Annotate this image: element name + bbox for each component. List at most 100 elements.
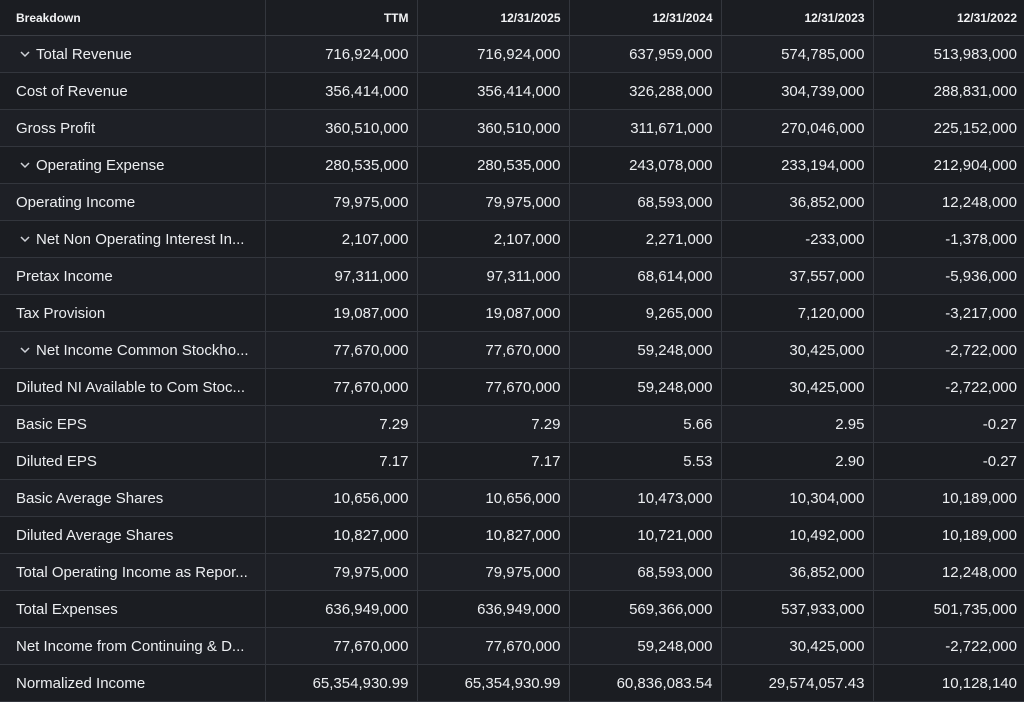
- value-cell: 288,831,000: [873, 72, 1024, 110]
- table-row: Basic Average Shares 10,656,000 10,656,000…: [0, 479, 1024, 517]
- row-label-cell: Tax Provision: [0, 294, 266, 332]
- value-cell: 2,107,000: [417, 220, 570, 258]
- value-cell: 9,265,000: [569, 294, 722, 332]
- value-cell: 12,248,000: [873, 183, 1024, 221]
- table-row: Total Operating Income as Repor... 79,975…: [0, 553, 1024, 591]
- chevron-down-icon[interactable]: [20, 234, 32, 246]
- value-cell: 68,593,000: [569, 183, 722, 221]
- value-cell: 79,975,000: [417, 553, 570, 591]
- value-cell: 233,194,000: [721, 146, 874, 184]
- chevron-down-icon[interactable]: [20, 345, 32, 357]
- value-cell: 7.17: [417, 442, 570, 480]
- value-cell: 79,975,000: [417, 183, 570, 221]
- row-label-cell: Diluted Average Shares: [0, 516, 266, 554]
- value-cell: 10,827,000: [417, 516, 570, 554]
- value-cell: 243,078,000: [569, 146, 722, 184]
- value-cell: 30,425,000: [721, 331, 874, 369]
- value-cell: 77,670,000: [417, 331, 570, 369]
- table-row[interactable]: Total Revenue 716,924,000 716,924,000 637,9…: [0, 35, 1024, 73]
- row-label: Diluted NI Available to Com Stoc...: [16, 378, 245, 396]
- row-label: Cost of Revenue: [16, 82, 128, 100]
- value-cell: 513,983,000: [873, 35, 1024, 73]
- table-row[interactable]: Operating Expense 280,535,000 280,535,000 2…: [0, 146, 1024, 184]
- value-cell: 59,248,000: [569, 331, 722, 369]
- value-cell: 36,852,000: [721, 183, 874, 221]
- value-cell: 97,311,000: [265, 257, 418, 295]
- value-cell: -2,722,000: [873, 627, 1024, 665]
- row-label-cell: Operating Income: [0, 183, 266, 221]
- row-label: Net Income Common Stockho...: [36, 341, 249, 359]
- row-label: Gross Profit: [16, 119, 96, 137]
- row-label: Operating Income: [16, 193, 136, 211]
- header-row: Breakdown TTM 12/31/2025 12/31/2024 12/3…: [0, 0, 1024, 36]
- row-label: Tax Provision: [16, 304, 106, 322]
- table-row: Diluted EPS 7.17 7.17 5.53 2.90 -0.27: [0, 442, 1024, 480]
- row-label: Operating Expense: [36, 156, 165, 174]
- value-cell: 7,120,000: [721, 294, 874, 332]
- row-label-cell[interactable]: Net Non Operating Interest In...: [0, 220, 266, 258]
- value-cell: 36,852,000: [721, 553, 874, 591]
- value-cell: 12,248,000: [873, 553, 1024, 591]
- value-cell: 280,535,000: [265, 146, 418, 184]
- value-cell: 77,670,000: [265, 331, 418, 369]
- table-row: Basic EPS 7.29 7.29 5.66 2.95 -0.27: [0, 405, 1024, 443]
- table-body: Total Revenue 716,924,000 716,924,000 637,9…: [0, 35, 1024, 702]
- table-row: Tax Provision 19,087,000 19,087,000 9,265,0…: [0, 294, 1024, 332]
- value-cell: 77,670,000: [417, 627, 570, 665]
- row-label: Net Income from Continuing & D...: [16, 637, 245, 655]
- row-label-cell: Net Income from Continuing & D...: [0, 627, 266, 665]
- value-cell: 77,670,000: [265, 368, 418, 406]
- table-row[interactable]: Net Income Common Stockho... 77,670,000 77…: [0, 331, 1024, 369]
- value-cell: 311,671,000: [569, 109, 722, 147]
- row-label-cell[interactable]: Net Income Common Stockho...: [0, 331, 266, 369]
- value-cell: 79,975,000: [265, 183, 418, 221]
- value-cell: 30,425,000: [721, 627, 874, 665]
- value-cell: 10,721,000: [569, 516, 722, 554]
- value-cell: 360,510,000: [417, 109, 570, 147]
- value-cell: 19,087,000: [265, 294, 418, 332]
- table-row[interactable]: Net Non Operating Interest In... 2,107,00…: [0, 220, 1024, 258]
- row-label-cell: Cost of Revenue: [0, 72, 266, 110]
- value-cell: 636,949,000: [417, 590, 570, 628]
- value-cell: 7.29: [417, 405, 570, 443]
- row-label: Diluted EPS: [16, 452, 97, 470]
- table-row: Pretax Income 97,311,000 97,311,000 68,614,…: [0, 257, 1024, 295]
- value-cell: 716,924,000: [265, 35, 418, 73]
- value-cell: 5.53: [569, 442, 722, 480]
- value-cell: 356,414,000: [417, 72, 570, 110]
- value-cell: 77,670,000: [417, 368, 570, 406]
- column-header-2023: 12/31/2023: [721, 0, 874, 36]
- row-label-cell: Total Expenses: [0, 590, 266, 628]
- value-cell: 10,656,000: [265, 479, 418, 517]
- table-row: Gross Profit 360,510,000 360,510,000 311,67…: [0, 109, 1024, 147]
- value-cell: -3,217,000: [873, 294, 1024, 332]
- row-label-cell: Gross Profit: [0, 109, 266, 147]
- value-cell: 68,614,000: [569, 257, 722, 295]
- value-cell: 2,107,000: [265, 220, 418, 258]
- value-cell: 2,271,000: [569, 220, 722, 258]
- value-cell: 19,087,000: [417, 294, 570, 332]
- table-row: Operating Income 79,975,000 79,975,000 68,5…: [0, 183, 1024, 221]
- value-cell: 356,414,000: [265, 72, 418, 110]
- value-cell: 537,933,000: [721, 590, 874, 628]
- chevron-down-icon[interactable]: [20, 49, 32, 61]
- value-cell: 636,949,000: [265, 590, 418, 628]
- chevron-down-icon[interactable]: [20, 160, 32, 172]
- row-label-cell: Diluted EPS: [0, 442, 266, 480]
- row-label-cell[interactable]: Total Revenue: [0, 35, 266, 73]
- value-cell: -1,378,000: [873, 220, 1024, 258]
- table-row: Diluted Average Shares 10,827,000 10,827,0…: [0, 516, 1024, 554]
- row-label-cell[interactable]: Operating Expense: [0, 146, 266, 184]
- value-cell: 569,366,000: [569, 590, 722, 628]
- table-row: Net Income from Continuing & D... 77,670,…: [0, 627, 1024, 665]
- value-cell: 37,557,000: [721, 257, 874, 295]
- row-label: Total Revenue: [36, 45, 132, 63]
- value-cell: 10,189,000: [873, 479, 1024, 517]
- value-cell: 10,492,000: [721, 516, 874, 554]
- value-cell: 637,959,000: [569, 35, 722, 73]
- row-label: Diluted Average Shares: [16, 526, 174, 544]
- value-cell: -2,722,000: [873, 368, 1024, 406]
- value-cell: 77,670,000: [265, 627, 418, 665]
- value-cell: 280,535,000: [417, 146, 570, 184]
- column-header-2025: 12/31/2025: [417, 0, 570, 36]
